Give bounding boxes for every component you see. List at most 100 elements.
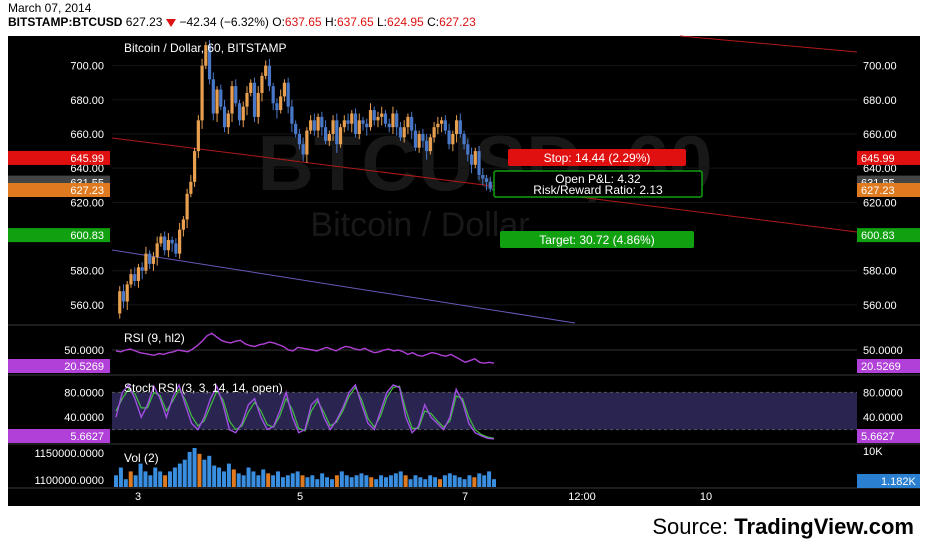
candle-body (275, 103, 279, 111)
left-price-tick: 680.00 (70, 95, 104, 107)
volume-bar (118, 467, 123, 487)
volume-bar (339, 471, 344, 487)
volume-bar (295, 471, 300, 487)
left-price-tick: 620.00 (70, 197, 104, 209)
volume-bar (487, 471, 492, 487)
volume-tick-right: 10K (863, 446, 883, 458)
volume-bar (290, 473, 295, 487)
volume-bar (153, 467, 158, 487)
candle-body (361, 120, 365, 124)
rsi-value-right: 20.5269 (861, 361, 901, 373)
candle-body (178, 229, 182, 254)
candle-body (166, 239, 170, 251)
volume-bar (354, 475, 359, 487)
candle-body (458, 120, 462, 134)
volume-bar (359, 473, 364, 487)
price-label-box (857, 183, 920, 198)
volume-bar (158, 471, 163, 487)
volume-bar (217, 467, 222, 487)
stop-label: Stop: 14.44 (2.29%) (544, 151, 651, 165)
right-price-tick: 660.00 (863, 129, 897, 141)
high-value: 637.65 (336, 15, 374, 29)
volume-bar (212, 465, 217, 487)
volume-bar (128, 471, 133, 487)
volume-bar (280, 477, 285, 487)
candle-body (410, 116, 414, 131)
rsi-title: RSI (9, hl2) (124, 331, 185, 345)
candle-body (402, 127, 406, 138)
candle-body (462, 134, 466, 145)
volume-bar (492, 479, 496, 487)
volume-bar (305, 477, 310, 487)
volume-bar (452, 475, 457, 487)
candle-body (271, 86, 275, 104)
x-axis-tick: 5 (297, 491, 303, 503)
candle-body (129, 274, 133, 285)
volume-value-box (857, 474, 920, 488)
volume-bar (187, 451, 192, 487)
candle-body (316, 116, 320, 131)
source-credit: Source: TradingView.com (652, 514, 914, 540)
candle-body (425, 140, 429, 152)
quote-line: BITSTAMP:BTCUSD 627.23 −42.34 (−6.32%) O:… (8, 15, 476, 29)
candle-body (443, 120, 447, 131)
candle-body (454, 120, 459, 134)
price-label: 645.99 (70, 153, 104, 165)
volume-bar (398, 471, 403, 487)
price-label-box (8, 150, 110, 165)
price-label: 600.83 (861, 230, 895, 242)
trendline-red-upper (679, 35, 858, 53)
candle-body (189, 181, 193, 194)
candle-body (237, 103, 242, 121)
volume-bar (172, 467, 177, 487)
price-label-box (857, 228, 920, 243)
volume-bar (192, 448, 197, 487)
candle-body (428, 137, 432, 152)
volume-bar (168, 471, 172, 487)
stoch-value-box-right (857, 429, 920, 443)
volume-bar (433, 477, 438, 487)
rsi-tick: 50.0000 (64, 345, 104, 357)
candle-body (376, 116, 380, 121)
candle-body (151, 257, 156, 264)
stoch-value-box (8, 429, 110, 443)
left-price-tick: 560.00 (70, 300, 104, 312)
candle-body (481, 175, 485, 179)
volume-bar (442, 475, 447, 487)
candle-body (368, 110, 373, 128)
volume-bar (418, 477, 423, 487)
risk-reward-label: Risk/Reward Ratio: 2.13 (533, 183, 663, 197)
candle-body (383, 113, 388, 124)
right-price-tick: 700.00 (863, 61, 897, 73)
volume-bar (114, 475, 118, 487)
candle-body (121, 291, 126, 302)
candle-body (264, 65, 268, 76)
low-label: L: (377, 15, 388, 29)
candle-body (451, 134, 455, 145)
candle-body (327, 134, 331, 141)
volume-title: Vol (2) (124, 451, 159, 465)
candle-body (312, 120, 316, 131)
right-price-tick: 680.00 (863, 95, 897, 107)
volume-bar (428, 475, 433, 487)
candle-body (380, 113, 384, 117)
volume-bar (379, 475, 384, 487)
candle-body (155, 243, 159, 258)
candle-body (297, 134, 301, 145)
volume-bar (246, 467, 251, 487)
candle-body (473, 151, 477, 165)
volume-bar (226, 463, 231, 487)
candle-body (469, 154, 474, 165)
candle-body (163, 236, 167, 251)
candle-body (200, 65, 204, 121)
price-label-box (8, 228, 110, 243)
stoch-tick-right: 80.0000 (863, 387, 903, 399)
volume-bar (148, 475, 153, 487)
candle-body (440, 120, 444, 124)
candle-body (170, 239, 174, 244)
volume-tick: 1100000.0000 (34, 475, 104, 487)
candle-body (331, 120, 335, 134)
volume-bar (256, 475, 261, 487)
candle-body (417, 134, 421, 148)
